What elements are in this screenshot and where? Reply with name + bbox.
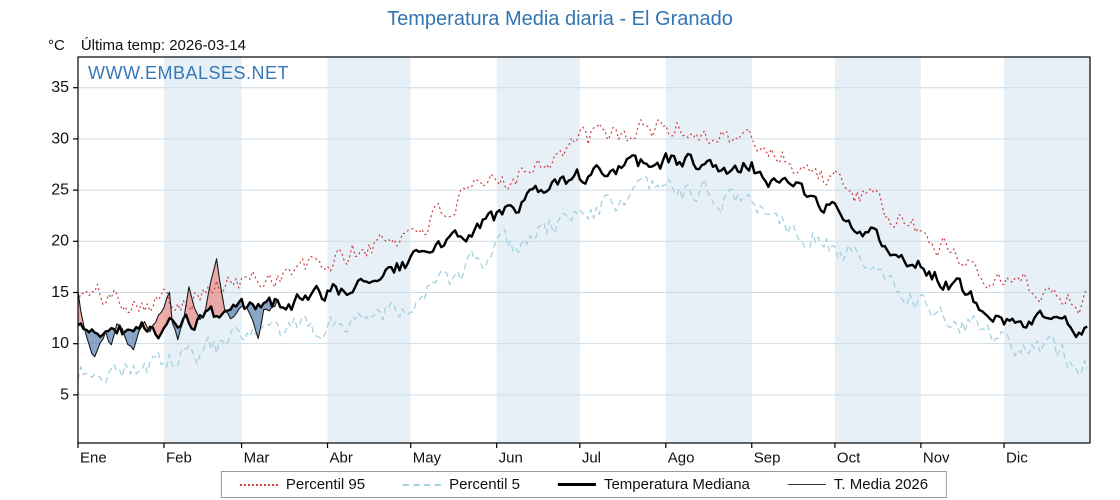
- legend-item-percentil-95: Percentil 95: [239, 476, 366, 493]
- legend-label-percentil-5: Percentil 5: [449, 476, 520, 493]
- legend-item-percentil-5: Percentil 5: [403, 476, 520, 493]
- legend-label-media-2026: T. Media 2026: [833, 476, 929, 493]
- chart-title: Temperatura Media diaria - El Granado: [387, 8, 733, 30]
- percentil-5-line-sample: [403, 483, 442, 486]
- legend-item-media-2026: T. Media 2026: [787, 476, 929, 493]
- percentil-95-line-sample: [239, 483, 278, 486]
- watermark: WWW.EMBALSES.NET: [88, 63, 290, 83]
- unit-label: °C: [48, 37, 65, 54]
- legend-label-mediana: Temperatura Mediana: [603, 476, 750, 493]
- media-2026-line-sample: [787, 484, 826, 485]
- last-temp-annotation: Última temp: 2026-03-14: [80, 37, 246, 54]
- legend: Percentil 95 Percentil 5 Temperatura Med…: [220, 471, 948, 498]
- legend-item-mediana: Temperatura Mediana: [557, 476, 750, 493]
- chart-header: °C Última temp: 2026-03-14: [48, 37, 246, 54]
- mediana-line-sample: [557, 483, 596, 486]
- legend-label-percentil-95: Percentil 95: [285, 476, 366, 493]
